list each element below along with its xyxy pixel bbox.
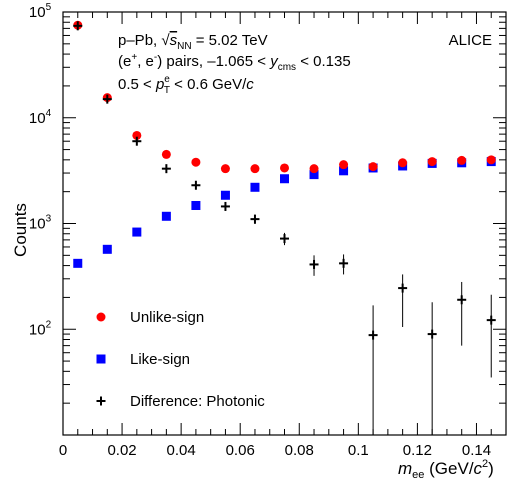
data-point	[220, 201, 230, 211]
x-tick-label: 0.02	[107, 442, 136, 459]
data-point	[250, 214, 260, 224]
data-point	[309, 259, 319, 269]
data-point	[398, 283, 408, 293]
x-tick-label: 0.12	[403, 442, 432, 459]
data-point	[250, 182, 260, 192]
data-point	[339, 160, 349, 170]
data-point	[427, 157, 437, 167]
data-point	[339, 258, 349, 268]
series-like-sign	[73, 157, 496, 268]
data-point	[73, 258, 83, 268]
data-point	[339, 166, 349, 176]
data-point	[280, 163, 289, 173]
data-point	[132, 130, 142, 140]
data-point	[161, 211, 171, 221]
data-point	[132, 227, 142, 237]
data-point	[457, 295, 467, 305]
legend-marker	[96, 354, 106, 364]
data-point	[220, 164, 230, 174]
legend: Unlike-sign Like-sign Difference: Photonic	[96, 309, 265, 410]
y-tick-label: 102	[29, 319, 52, 338]
x-tick-label: 0.06	[226, 442, 255, 459]
legend-marker	[96, 396, 106, 406]
data-point	[427, 329, 437, 339]
data-point	[457, 155, 467, 165]
data-point	[220, 190, 230, 200]
data-point	[161, 164, 171, 174]
data-point	[191, 180, 201, 190]
y-tick-label: 104	[29, 108, 52, 127]
x-tick-label: 0.04	[167, 442, 196, 459]
y-tick-label: 103	[29, 214, 52, 233]
data-point	[102, 94, 112, 104]
data-point	[309, 164, 319, 174]
data-point	[102, 244, 112, 254]
data-point	[280, 234, 289, 244]
series-difference-photonic	[73, 21, 496, 435]
data-point	[280, 174, 289, 184]
x-tick-label: 0.1	[348, 442, 369, 459]
x-axis-title: mee (GeV/c2)	[398, 458, 494, 481]
data-point	[191, 157, 201, 167]
legend-label: Unlike-sign	[130, 309, 204, 326]
data-point	[73, 21, 83, 31]
legend-label: Difference: Photonic	[130, 393, 265, 410]
x-tick-label: 0.14	[462, 442, 491, 459]
data-point	[309, 170, 319, 180]
data-point	[191, 200, 201, 210]
plot-area	[73, 20, 496, 435]
x-tick-label: 0.08	[285, 442, 314, 459]
data-point	[132, 136, 142, 146]
data-point	[161, 149, 171, 159]
y-axis-title: Counts	[11, 203, 30, 257]
legend-marker	[96, 312, 106, 322]
data-point	[486, 315, 496, 325]
y-axis: 102 103 104 105	[29, 2, 506, 436]
experiment-label: ALICE	[449, 32, 492, 49]
data-point	[250, 164, 260, 174]
x-tick-label: 0	[59, 442, 67, 459]
data-point	[368, 162, 378, 172]
x-axis: 0 0.02 0.04 0.06 0.08 0.1 0.12 0.14	[59, 12, 507, 459]
legend-label: Like-sign	[130, 351, 190, 368]
data-point	[486, 155, 496, 165]
data-point	[398, 158, 408, 168]
y-tick-label: 105	[29, 2, 52, 21]
data-point	[368, 330, 378, 340]
annotation-pair-selection: (e+, e-) pairs, –1.065 < ycms < 0.135	[118, 52, 351, 73]
annotation-collision-system: p–Pb, √sNN = 5.02 TeV	[118, 32, 268, 52]
annotation-pt-range: 0.5 < pe T < 0.6 GeV/c	[118, 74, 254, 96]
